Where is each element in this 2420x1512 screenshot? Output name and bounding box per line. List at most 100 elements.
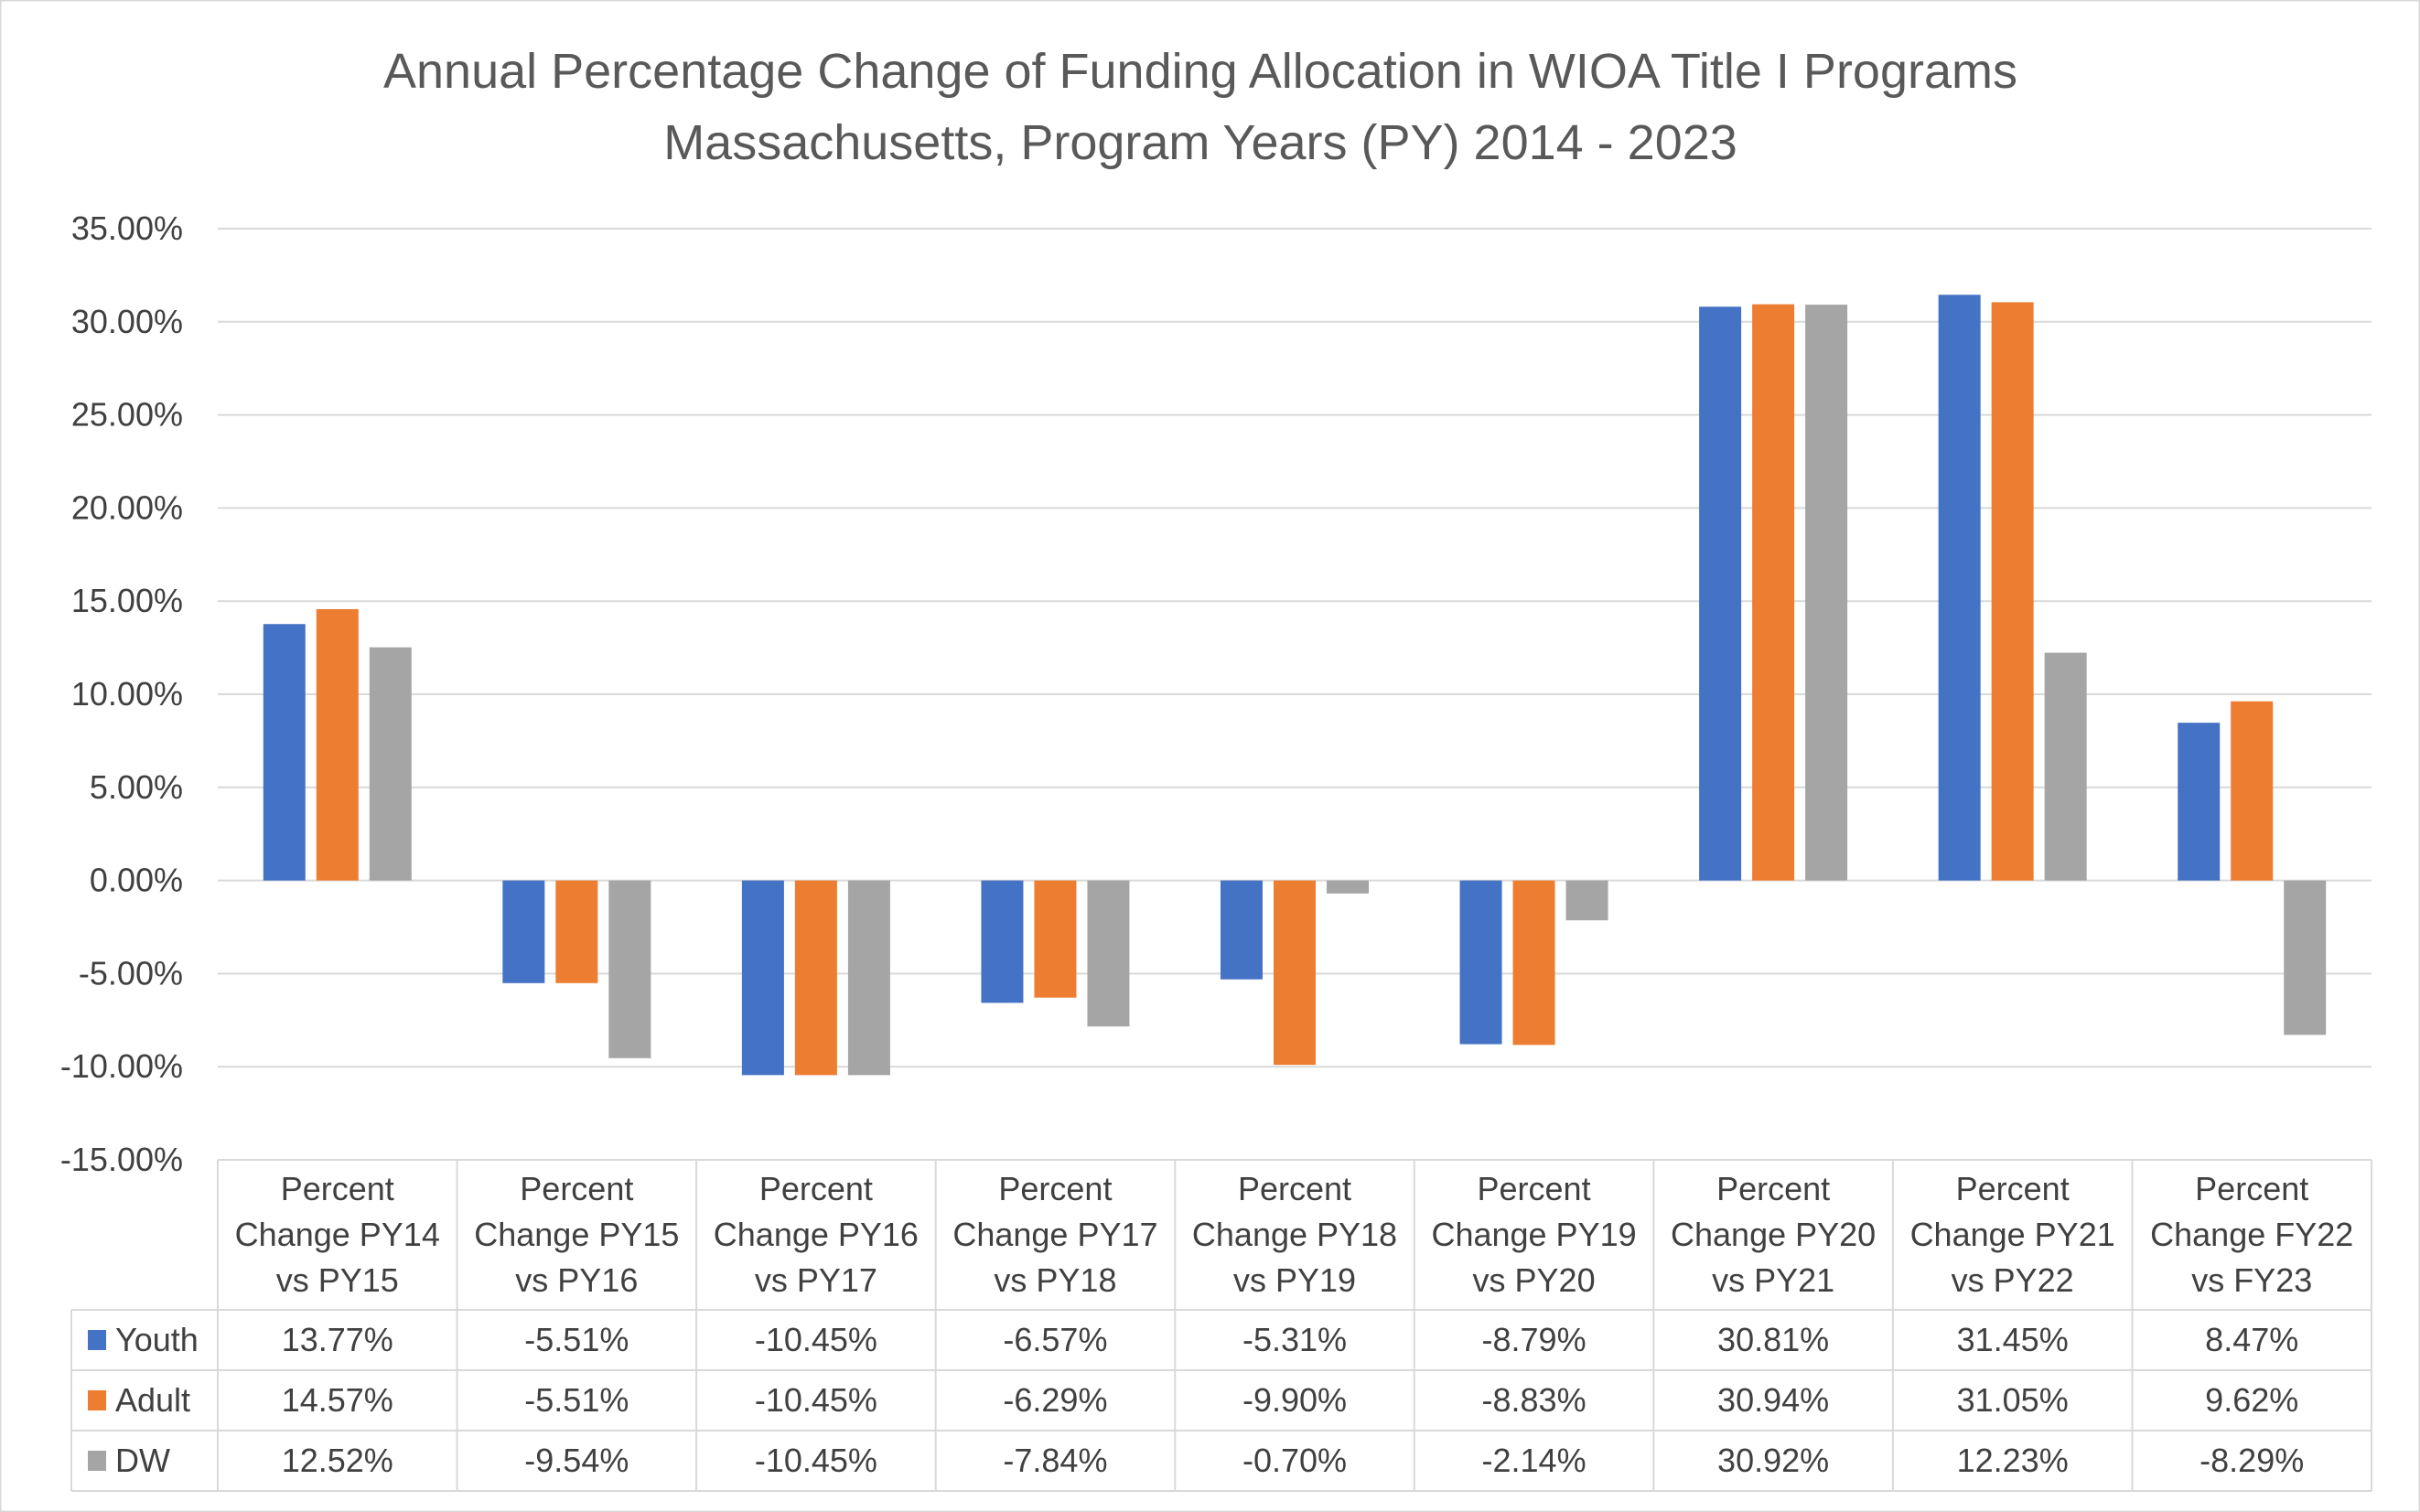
y-tick-label: 15.00% — [71, 582, 183, 619]
data-label: -5.31% — [1242, 1321, 1347, 1358]
y-tick-label: 35.00% — [71, 209, 183, 247]
y-axis: 35.00% 30.00% 25.00% 20.00% 15.00% 10.00% 5.00… — [60, 209, 183, 1178]
data-label: 30.94% — [1717, 1381, 1829, 1419]
legend-label: DW — [115, 1442, 170, 1479]
data-label: -8.83% — [1482, 1381, 1586, 1419]
category-label: vs PY22 — [1952, 1261, 2074, 1299]
category-label: vs PY16 — [515, 1261, 638, 1299]
category-label: Change FY22 — [2150, 1216, 2353, 1253]
category-label: vs PY17 — [755, 1261, 877, 1299]
data-label: 9.62% — [2205, 1381, 2298, 1419]
data-label: 31.05% — [1957, 1381, 2069, 1419]
data-label: 31.45% — [1957, 1321, 2069, 1358]
legend-key-dw — [88, 1451, 106, 1471]
data-label: -5.51% — [524, 1321, 629, 1358]
category-label: Change PY20 — [1671, 1216, 1876, 1253]
bar-adult — [1991, 302, 2034, 881]
y-tick-label: 10.00% — [71, 675, 183, 713]
bar-dw — [847, 880, 890, 1076]
bar-dw — [369, 647, 412, 881]
bar-youth — [2178, 723, 2221, 881]
bar-adult — [555, 880, 598, 983]
category-label: Percent — [281, 1170, 394, 1207]
y-tick-label: 5.00% — [90, 768, 183, 806]
category-label: Change PY14 — [235, 1216, 440, 1253]
bar-dw — [1087, 880, 1130, 1027]
data-label: -6.29% — [1003, 1381, 1107, 1419]
category-label: Percent — [1956, 1170, 2070, 1207]
bar-adult — [794, 880, 837, 1076]
category-label: Percent — [998, 1170, 1112, 1207]
y-tick-label: 0.00% — [90, 862, 183, 899]
category-label: Change PY21 — [1910, 1216, 2115, 1253]
bar-youth — [741, 880, 784, 1076]
data-label: -9.54% — [524, 1442, 629, 1479]
category-label: Change PY15 — [474, 1216, 679, 1253]
data-label: -8.29% — [2200, 1442, 2304, 1479]
y-tick-label: -10.00% — [60, 1047, 183, 1085]
bar-youth — [1699, 306, 1742, 881]
legend-key-youth — [88, 1330, 106, 1350]
bar-adult — [1512, 880, 1555, 1046]
data-label: 14.57% — [282, 1381, 393, 1419]
legend-key-adult — [88, 1390, 106, 1410]
bar-adult — [1034, 880, 1077, 998]
legend-label: Youth — [115, 1321, 199, 1358]
data-label: 12.23% — [1957, 1442, 2069, 1479]
y-tick-label: 20.00% — [71, 488, 183, 526]
category-label: Change PY17 — [952, 1216, 1157, 1253]
bar-dw — [1805, 305, 1848, 881]
category-label: vs PY21 — [1712, 1261, 1834, 1299]
data-label: -7.84% — [1003, 1442, 1107, 1479]
category-label: vs FY23 — [2191, 1261, 2312, 1299]
category-label: vs PY15 — [276, 1261, 399, 1299]
data-label: -10.45% — [755, 1381, 877, 1419]
category-label: Percent — [520, 1170, 633, 1207]
bar-dw — [608, 880, 651, 1058]
y-tick-label: -15.00% — [60, 1141, 183, 1178]
bar-adult — [316, 608, 359, 881]
chart-title: Annual Percentage Change of Funding Allo… — [383, 44, 2017, 99]
data-label: 30.92% — [1717, 1442, 1829, 1479]
category-label: Percent — [1238, 1170, 1351, 1207]
category-label: Percent — [1478, 1170, 1591, 1207]
data-label: -8.79% — [1482, 1321, 1586, 1358]
data-label: 30.81% — [1717, 1321, 1829, 1358]
data-label: -10.45% — [755, 1442, 877, 1479]
y-tick-label: 25.00% — [71, 396, 183, 434]
y-tick-label: -5.00% — [79, 954, 183, 992]
data-label: -5.51% — [524, 1381, 629, 1419]
data-label: 13.77% — [282, 1321, 393, 1358]
data-label: -9.90% — [1242, 1381, 1347, 1419]
bar-adult — [2231, 701, 2274, 881]
bars — [263, 295, 2327, 1076]
category-label: Change PY16 — [714, 1216, 919, 1253]
bar-youth — [263, 624, 306, 881]
bar-adult — [1274, 880, 1316, 1066]
bar-dw — [2284, 880, 2327, 1035]
data-label: 12.52% — [282, 1442, 393, 1479]
category-label: Percent — [1716, 1170, 1830, 1207]
category-label: vs PY18 — [994, 1261, 1116, 1299]
y-tick-label: 30.00% — [71, 303, 183, 340]
legend-label: Adult — [115, 1381, 190, 1419]
data-label: -6.57% — [1003, 1321, 1107, 1358]
category-label: Change PY18 — [1192, 1216, 1397, 1253]
bar-dw — [1565, 880, 1608, 921]
data-table: Percent Change PY14 vs PY15 Percent Change P… — [70, 1159, 2372, 1492]
data-label: -2.14% — [1482, 1442, 1586, 1479]
chart-subtitle: Massachusetts, Program Years (PY) 2014 -… — [663, 115, 1737, 170]
bar-youth — [1938, 295, 1981, 881]
bar-youth — [981, 880, 1024, 1003]
bar-youth — [502, 880, 545, 983]
category-label: Change PY19 — [1431, 1216, 1636, 1253]
bar-adult — [1752, 304, 1795, 881]
bar-youth — [1221, 880, 1263, 980]
category-label: Percent — [2195, 1170, 2308, 1207]
bar-dw — [2044, 652, 2087, 881]
category-label: vs PY20 — [1473, 1261, 1596, 1299]
bar-dw — [1327, 880, 1369, 894]
category-label: Percent — [759, 1170, 873, 1207]
